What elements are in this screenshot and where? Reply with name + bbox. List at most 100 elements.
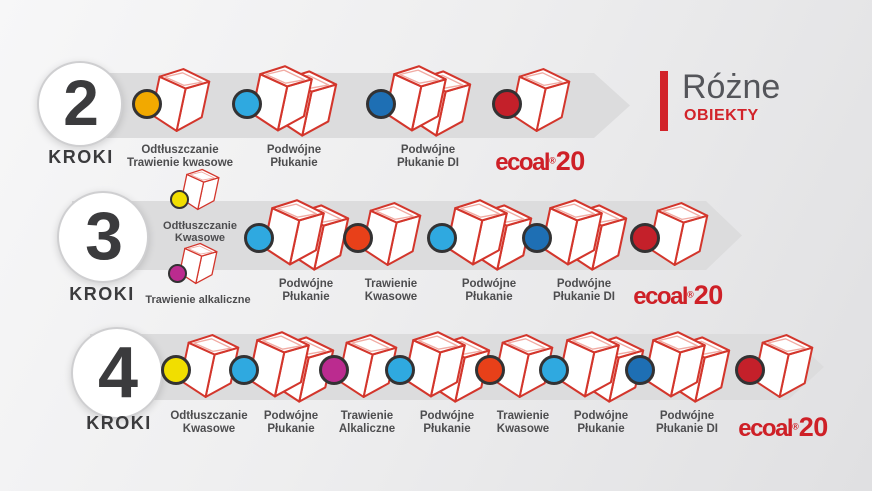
tank-art <box>319 330 398 406</box>
chemical-dot <box>366 89 396 119</box>
tank-art <box>625 330 732 406</box>
step-label: Podwójne Płukanie <box>573 410 629 435</box>
process-step: Podwójne Płukanie <box>372 330 522 436</box>
tank-art <box>735 330 814 406</box>
process-step: Podwójne Płukanie DI <box>612 330 762 436</box>
process-step: Podwójne Płukanie <box>414 198 564 304</box>
step-label: Trawienie Kwasowe <box>496 410 550 435</box>
process-step: Trawienie Kwasowe <box>448 330 598 436</box>
step-count-badge: 3 <box>57 191 149 283</box>
step-label: Podwójne Płukanie DI <box>553 278 615 303</box>
steps-word: KROKI <box>48 147 114 167</box>
ecoal-brand-number: 20 <box>555 146 586 176</box>
registered-mark: ® <box>549 155 556 166</box>
ecoal-brand-text: ecoal <box>738 415 793 442</box>
ecoal-20-logo: ecoal®20 <box>495 148 585 175</box>
tank-art <box>132 64 211 140</box>
process-step: Podwójne Płukanie DI <box>509 198 659 304</box>
tank-art <box>229 330 336 406</box>
double-tank-icon <box>383 64 473 138</box>
chemical-dot <box>427 223 457 253</box>
process-step: Odtłuszczanie Trawienie kwasowe <box>105 64 255 170</box>
steps-word: KROKI <box>69 284 135 304</box>
chemical-dot <box>170 190 189 209</box>
process-step: ecoal®20 <box>603 198 753 309</box>
step-label: Podwójne Płukanie <box>461 278 517 303</box>
step-count-badge: 2 <box>37 61 123 147</box>
ecoal-brand-number: 20 <box>798 412 829 442</box>
process-step: Odtłuszczanie Kwasowe <box>140 166 260 245</box>
process-step: Podwójne Płukanie DI <box>353 64 503 170</box>
tank-art <box>522 198 629 274</box>
step-count-badge: 4 <box>71 327 163 419</box>
tank-art <box>427 198 534 274</box>
ecoal-brand-text: ecoal <box>633 283 688 310</box>
rozne-title: Różne <box>682 68 781 106</box>
chemical-dot <box>168 264 187 283</box>
chemical-dot <box>132 89 162 119</box>
chemical-dot <box>625 355 655 385</box>
process-step: ecoal®20 <box>708 330 858 441</box>
registered-mark: ® <box>792 421 799 432</box>
chemical-dot <box>232 89 262 119</box>
tank-art <box>170 166 220 216</box>
chemical-dot <box>475 355 505 385</box>
chemical-dot <box>630 223 660 253</box>
step-count: 2 <box>63 67 99 140</box>
chemical-dot <box>161 355 191 385</box>
chemical-dot <box>319 355 349 385</box>
step-label: Odtłuszczanie Kwasowe <box>163 220 237 245</box>
tank-art <box>168 240 218 290</box>
chemical-dot <box>229 355 259 385</box>
tank-art <box>244 198 351 274</box>
chemical-dot <box>522 223 552 253</box>
steps-word: KROKI <box>86 413 152 433</box>
double-tank-icon <box>249 64 339 138</box>
process-step: ecoal®20 <box>465 64 615 175</box>
tank-art <box>343 198 422 274</box>
step-label: Trawienie Alkaliczne <box>338 410 396 435</box>
tank-art <box>161 330 240 406</box>
step-count: 4 <box>97 332 138 413</box>
step-label: Odtłuszczanie Trawienie kwasowe <box>126 144 234 169</box>
ecoal-brand-number: 20 <box>693 280 724 310</box>
process-step: Podwójne Płukanie <box>216 330 366 436</box>
process-step: Trawienie Kwasowe <box>316 198 466 304</box>
step-label: Podwójne Płukanie DI <box>397 144 459 169</box>
step-count: 3 <box>85 198 123 275</box>
process-step: Trawienie alkaliczne <box>138 240 258 306</box>
step-label: Podwójne Płukanie <box>263 410 319 435</box>
tank-art <box>366 64 473 140</box>
step-label: Odtłuszczanie Kwasowe <box>170 410 248 435</box>
chemical-dot <box>385 355 415 385</box>
process-step: Podwójne Płukanie <box>231 198 381 304</box>
step-label: Trawienie alkaliczne <box>145 294 251 306</box>
tank-art <box>539 330 646 406</box>
step-label: Podwójne Płukanie DI <box>656 410 718 435</box>
process-step: Trawienie Alkaliczne <box>292 330 442 436</box>
step-label: Podwójne Płukanie <box>266 144 322 169</box>
registered-mark: ® <box>687 289 694 300</box>
chemical-dot <box>343 223 373 253</box>
chemical-dot <box>539 355 569 385</box>
tank-art <box>475 330 554 406</box>
obiekty-subtitle: OBIEKTY <box>684 107 759 124</box>
tank-art <box>232 64 339 140</box>
process-step: Odtłuszczanie Kwasowe <box>134 330 284 436</box>
ecoal-20-logo: ecoal®20 <box>633 282 723 309</box>
chemical-dot <box>735 355 765 385</box>
ecoal-20-logo: ecoal®20 <box>738 414 828 441</box>
tank-art <box>492 64 571 140</box>
process-step: Podwójne Płukanie <box>219 64 369 170</box>
step-label: Podwójne Płukanie <box>419 410 475 435</box>
accent-bar <box>660 71 668 131</box>
chemical-dot <box>492 89 522 119</box>
chemical-dot <box>244 223 274 253</box>
tank-art <box>385 330 492 406</box>
ecoal-brand-text: ecoal <box>495 149 550 176</box>
step-label: Trawienie Kwasowe <box>364 278 418 303</box>
process-step: Podwójne Płukanie <box>526 330 676 436</box>
step-label: Podwójne Płukanie <box>278 278 334 303</box>
tank-art <box>630 198 709 274</box>
